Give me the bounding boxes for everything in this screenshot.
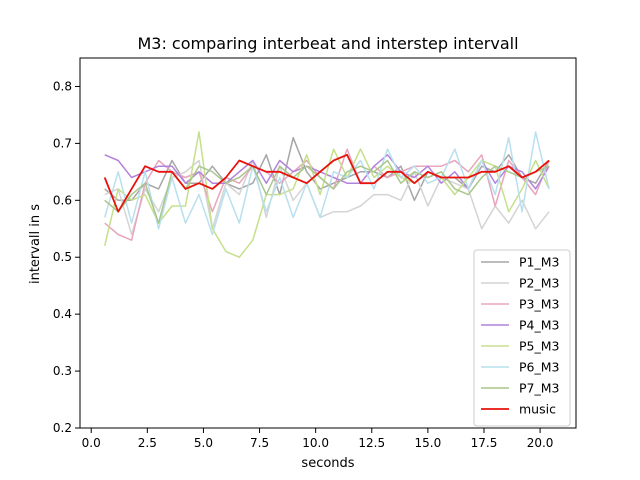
x-axis: 0.0 2.5 5.0 7.5 10.0 12.5 15.0 17.5 20.0 — [82, 428, 554, 450]
x-tick-label: 12.5 — [358, 436, 385, 450]
legend-label: P3_M3 — [519, 297, 559, 312]
y-tick-label: 0.2 — [53, 421, 72, 435]
x-tick-label: 17.5 — [471, 436, 498, 450]
x-tick-label: 10.0 — [302, 436, 329, 450]
legend-item: music — [481, 402, 556, 417]
y-tick-label: 0.3 — [53, 364, 72, 378]
chart-title: M3: comparing interbeat and interstep in… — [137, 34, 518, 53]
x-tick-label: 7.5 — [250, 436, 269, 450]
legend-item: P3_M3 — [481, 297, 559, 312]
axes-frame — [79, 57, 577, 429]
x-tick-label: 20.0 — [527, 436, 554, 450]
legend-item: P6_M3 — [481, 360, 559, 375]
y-axis: 0.2 0.3 0.4 0.5 0.6 0.7 0.8 — [53, 79, 80, 435]
legend-item: P5_M3 — [481, 339, 559, 354]
y-tick-label: 0.7 — [53, 136, 72, 150]
x-tick-label: 2.5 — [138, 436, 157, 450]
series-line-p5-m3 — [103, 131, 550, 258]
x-tick-label: 5.0 — [194, 436, 213, 450]
plot-area — [79, 57, 577, 429]
legend-label: P6_M3 — [519, 360, 559, 375]
legend-item: P2_M3 — [481, 276, 559, 291]
legend-label: P7_M3 — [519, 381, 559, 396]
legend-label: P1_M3 — [519, 255, 559, 270]
legend-item: P4_M3 — [481, 318, 559, 333]
y-tick-label: 0.8 — [53, 79, 72, 93]
x-tick-label: 15.0 — [415, 436, 442, 450]
x-axis-label: seconds — [301, 456, 354, 471]
y-tick-label: 0.4 — [53, 307, 72, 321]
legend-label: music — [519, 402, 556, 417]
y-tick-label: 0.6 — [53, 193, 72, 207]
series-line-p1-m3 — [104, 136, 550, 202]
y-axis-label: intervall in s — [28, 204, 43, 284]
series-line-music — [103, 153, 550, 213]
legend-label: P4_M3 — [519, 318, 559, 333]
legend-box — [473, 249, 571, 427]
legend-item: P7_M3 — [481, 381, 559, 396]
legend-label: P2_M3 — [519, 276, 559, 291]
x-tick-label: 0.0 — [82, 436, 101, 450]
y-tick-label: 0.5 — [53, 250, 72, 264]
legend-label: P5_M3 — [519, 339, 559, 354]
legend-item: P1_M3 — [481, 255, 559, 270]
